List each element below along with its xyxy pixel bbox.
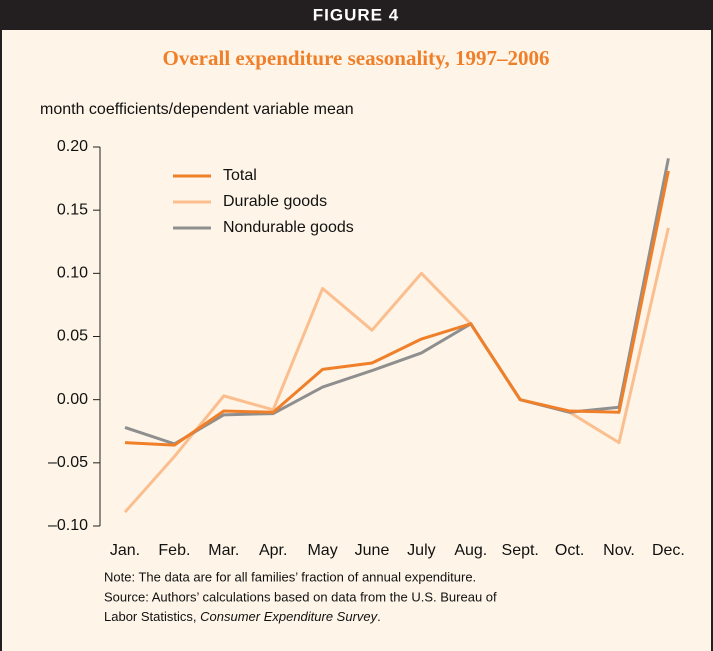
chart-title: Overall expenditure seasonality, 1997–20… — [163, 46, 550, 70]
source: Labor Statistics, Consumer Expenditure S… — [104, 609, 381, 624]
x-tick-label: Sept. — [502, 542, 539, 559]
y-axis-label: month coefficients/dependent variable me… — [40, 101, 354, 118]
figure-label: FIGURE 4 — [313, 5, 399, 24]
y-tick-label: 0.00 — [57, 391, 88, 408]
legend-label: Durable goods — [223, 193, 327, 210]
y-tick-label: –0.10 — [48, 517, 88, 534]
note: Note: The data are for all families’ fra… — [104, 569, 476, 584]
legend-label: Nondurable goods — [223, 219, 354, 236]
x-tick-label: Nov. — [603, 542, 635, 559]
x-tick-label: Apr. — [259, 542, 287, 559]
y-tick-label: 0.10 — [57, 265, 88, 282]
source: Source: Authors’ calculations based on d… — [104, 589, 497, 604]
legend-label: Total — [223, 167, 257, 184]
series-line — [123, 227, 670, 514]
x-tick-label: Oct. — [555, 542, 584, 559]
source-title: Consumer Expenditure Survey — [200, 609, 379, 624]
y-tick-label: 0.05 — [57, 328, 88, 345]
series-line — [124, 170, 670, 447]
x-tick-label: Mar. — [208, 542, 239, 559]
x-tick-label: May — [307, 542, 337, 559]
x-tick-label: June — [355, 542, 390, 559]
x-tick-label: Feb. — [158, 542, 190, 559]
x-tick-label: Jan. — [110, 542, 140, 559]
x-tick-label: July — [407, 542, 435, 559]
y-tick-label: 0.15 — [57, 201, 88, 218]
y-tick-label: 0.20 — [57, 138, 88, 155]
source-text: . — [377, 609, 381, 624]
y-tick-label: –0.05 — [48, 454, 88, 471]
x-tick-label: Dec. — [652, 542, 685, 559]
x-tick-label: Aug. — [454, 542, 487, 559]
figure-header — [0, 0, 713, 30]
source-text: Labor Statistics, — [104, 609, 200, 624]
